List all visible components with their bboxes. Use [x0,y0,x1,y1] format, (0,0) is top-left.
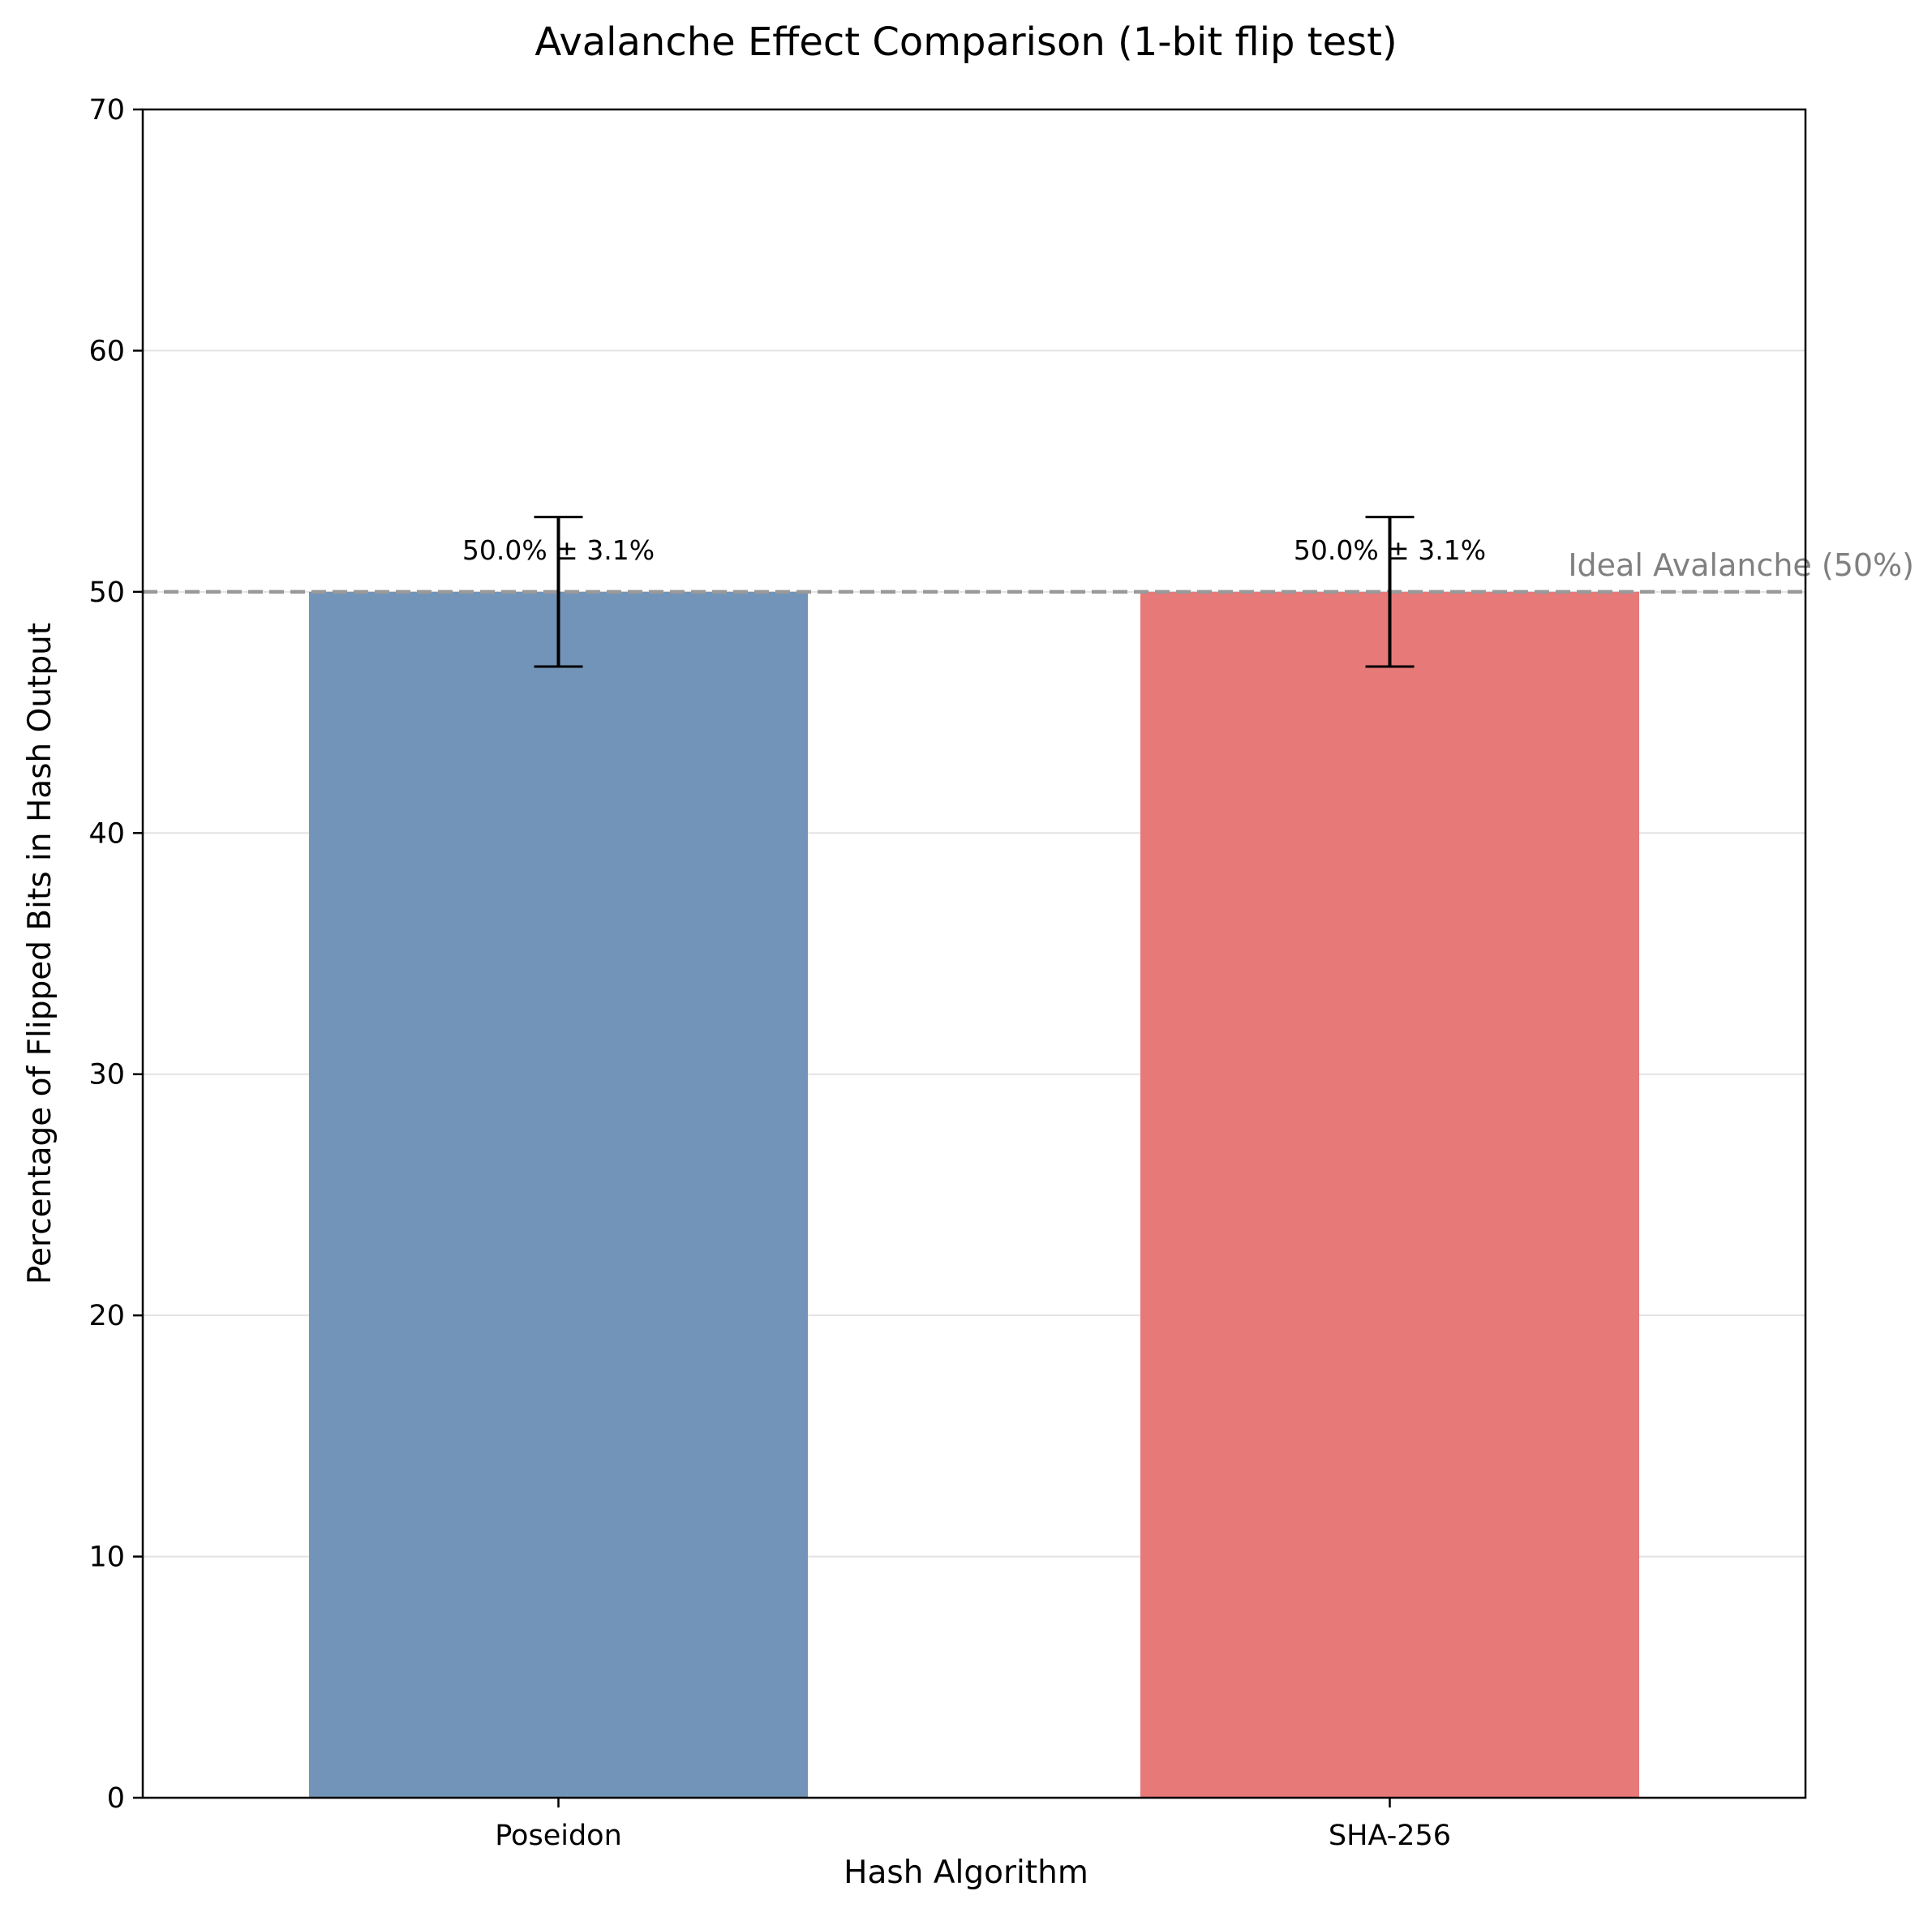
y-tick-label: 0 [107,1782,125,1815]
y-axis-ticks: 0 10 20 30 40 50 60 70 [88,94,143,1815]
x-axis-label: Hash Algorithm [844,1855,1088,1891]
x-axis-ticks: Poseidon SHA-256 [495,1798,1451,1852]
reference-line-label: Ideal Avalanche (50%) [1568,547,1914,583]
plot-area-frame [141,108,1807,1799]
y-tick-label: 40 [88,817,125,850]
y-tick-label: 10 [88,1542,125,1574]
y-tick-label: 20 [88,1300,125,1332]
y-axis-label: Percentage of Flipped Bits in Hash Outpu… [22,623,58,1284]
y-tick-label: 70 [88,94,125,126]
error-bars [534,516,1415,668]
bars [309,591,1639,1798]
bar-sha-256 [1140,591,1639,1798]
data-label: 50.0% ± 3.1% [1294,534,1486,566]
reference-line-group: Ideal Avalanche (50%) [143,547,1914,594]
chart-title: Avalanche Effect Comparison (1-bit flip … [535,19,1397,65]
y-tick-label: 60 [88,335,125,367]
x-tick-label: Poseidon [495,1820,622,1852]
data-label: 50.0% ± 3.1% [462,534,655,566]
x-tick-label: SHA-256 [1329,1820,1451,1852]
bar-poseidon [309,591,808,1798]
y-tick-label: 50 [88,577,125,609]
data-labels: 50.0% ± 3.1% 50.0% ± 3.1% [462,534,1486,566]
y-tick-label: 30 [88,1059,125,1091]
